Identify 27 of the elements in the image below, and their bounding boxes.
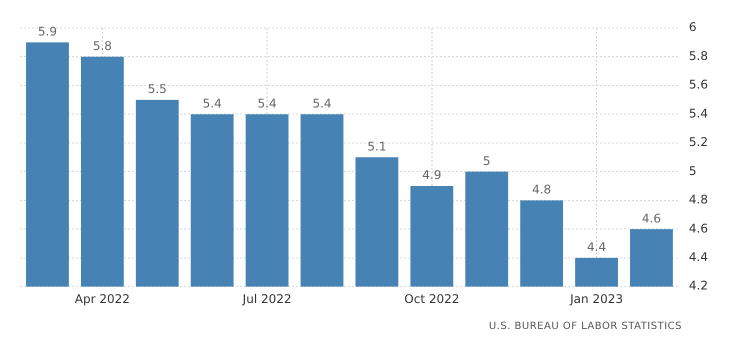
y-tick-label: 4.6 bbox=[688, 221, 708, 236]
y-tick-label: 5.6 bbox=[688, 78, 708, 92]
data-label: 5.9 bbox=[38, 24, 57, 38]
data-label: 4.4 bbox=[587, 240, 606, 254]
data-label: 5.8 bbox=[92, 38, 112, 53]
data-label: 4.6 bbox=[642, 211, 662, 226]
data-label: 5 bbox=[482, 154, 491, 168]
y-tick-label: 6 bbox=[688, 20, 697, 34]
y-tick-label: 5 bbox=[688, 164, 697, 178]
text: U.S. BUREAU OF LABOR STATISTICS bbox=[488, 321, 683, 332]
data-label: 5.5 bbox=[148, 82, 167, 96]
y-tick-label: 4.4 bbox=[688, 250, 708, 264]
x-tick-label: Jul 2022 bbox=[242, 292, 292, 306]
x-tick-label: Jan 2023 bbox=[569, 292, 623, 306]
y-tick-label: 5.4 bbox=[688, 106, 708, 120]
data-label: 5.4 bbox=[202, 96, 222, 110]
x-tick-label: Oct 2022 bbox=[404, 292, 460, 306]
data-label: 4.8 bbox=[532, 182, 552, 197]
data-label: 5.1 bbox=[367, 139, 386, 154]
y-tick-label: 5.2 bbox=[688, 135, 708, 150]
data-label: 5.4 bbox=[312, 96, 332, 110]
data-label: 5.4 bbox=[258, 96, 277, 110]
y-tick-label: 5.8 bbox=[688, 48, 708, 63]
y-tick-label: 4.2 bbox=[688, 278, 708, 293]
y-tick-label: 4.8 bbox=[688, 192, 708, 207]
data-label: 4.9 bbox=[422, 168, 442, 182]
x-tick-label: Apr 2022 bbox=[74, 292, 130, 306]
